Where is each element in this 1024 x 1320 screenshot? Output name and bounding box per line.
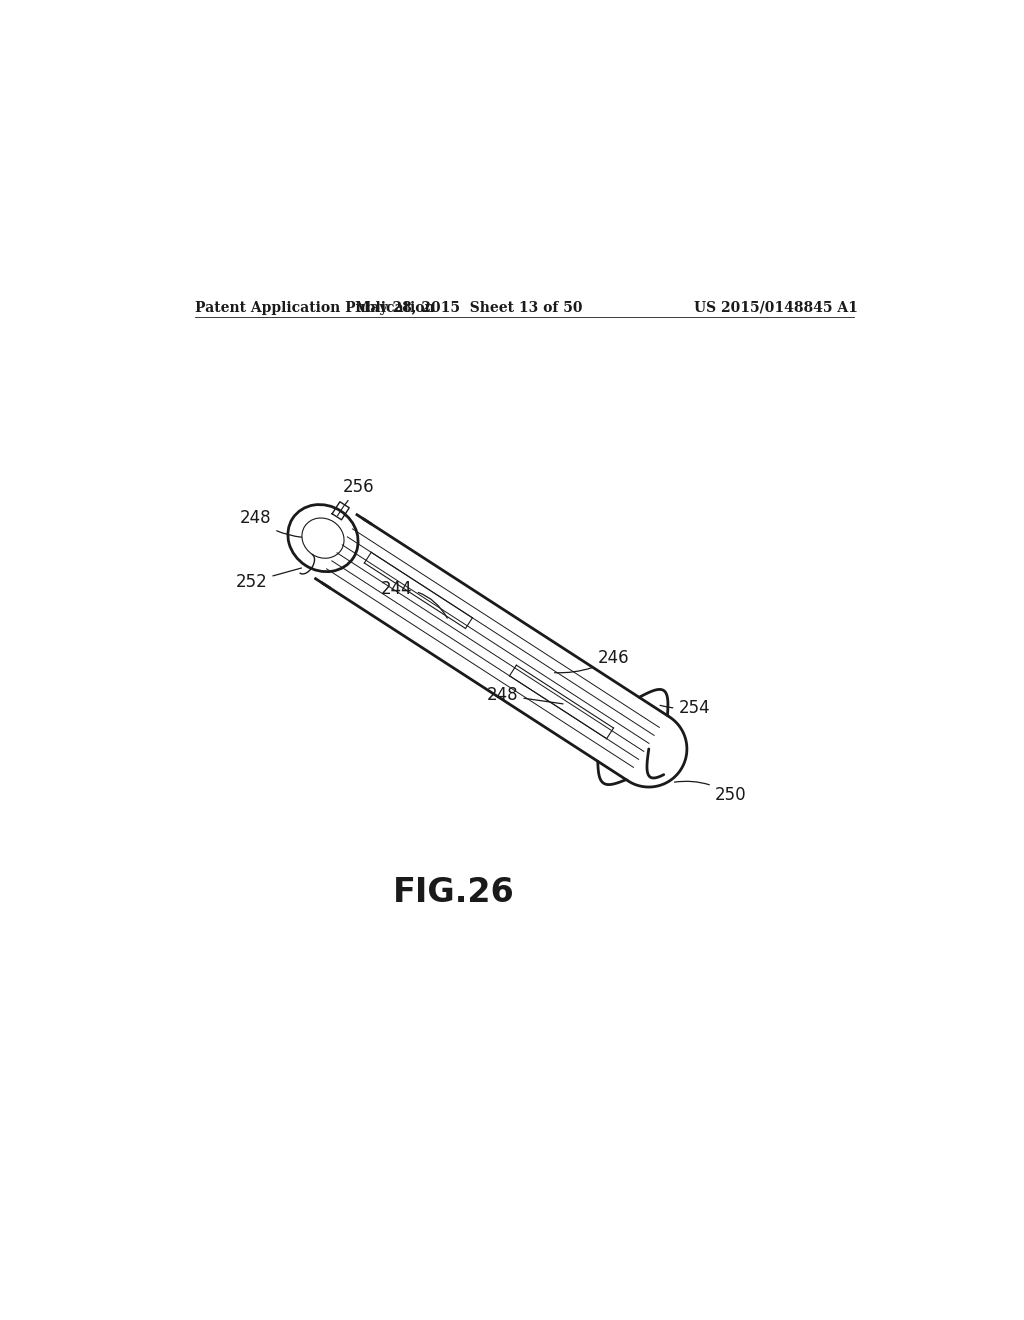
Text: 256: 256 — [343, 478, 375, 506]
Text: 250: 250 — [675, 781, 746, 804]
Text: US 2015/0148845 A1: US 2015/0148845 A1 — [694, 301, 858, 315]
Text: 248: 248 — [240, 510, 302, 537]
Text: Patent Application Publication: Patent Application Publication — [196, 301, 435, 315]
Text: 254: 254 — [660, 700, 710, 717]
Text: May 28, 2015  Sheet 13 of 50: May 28, 2015 Sheet 13 of 50 — [355, 301, 583, 315]
Text: 244: 244 — [381, 579, 447, 618]
Text: 248: 248 — [486, 686, 563, 704]
Text: 252: 252 — [236, 568, 301, 591]
Text: FIG.26: FIG.26 — [392, 876, 514, 909]
Text: 246: 246 — [555, 649, 629, 673]
